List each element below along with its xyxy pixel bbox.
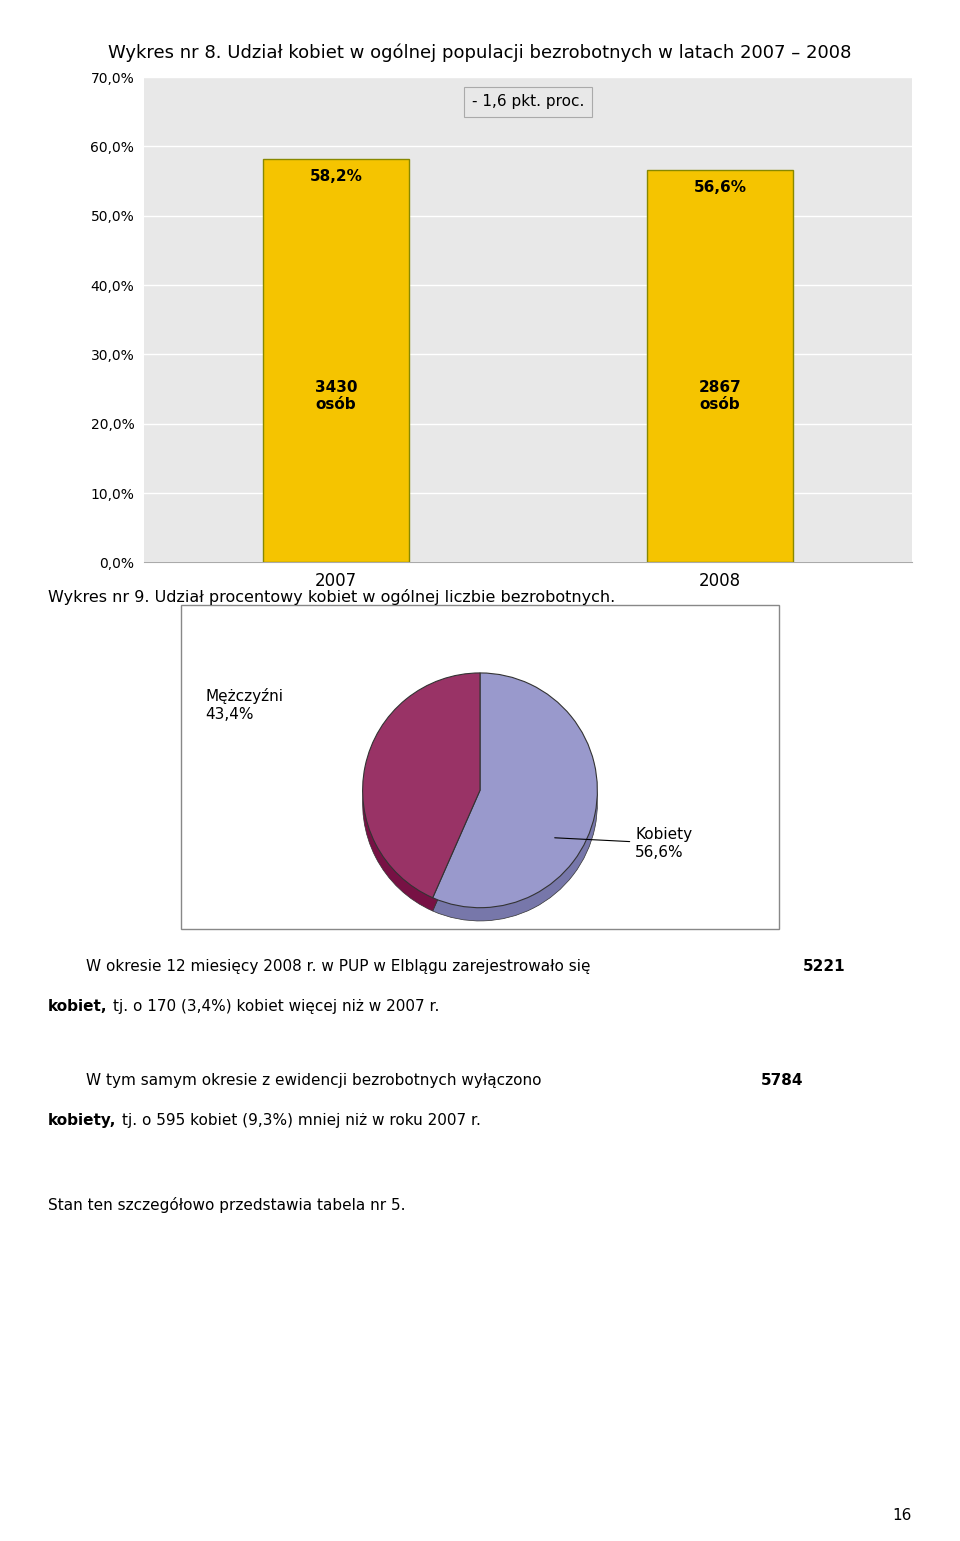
Text: kobiety,: kobiety, [48,1113,116,1128]
Text: tj. o 595 kobiet (9,3%) mniej niż w roku 2007 r.: tj. o 595 kobiet (9,3%) mniej niż w roku… [122,1113,481,1128]
Text: W tym samym okresie z ewidencji bezrobotnych wyłączono: W tym samym okresie z ewidencji bezrobot… [86,1073,547,1088]
Wedge shape [363,673,480,898]
Text: - 1,6 pkt. proc.: - 1,6 pkt. proc. [471,94,585,109]
Text: 5221: 5221 [803,959,845,974]
Text: 2867
osób: 2867 osób [699,379,741,413]
Text: 3430
osób: 3430 osób [315,379,357,413]
Text: Mężczyźni
43,4%: Mężczyźni 43,4% [205,689,283,721]
Text: kobiet,: kobiet, [48,999,108,1014]
Text: 16: 16 [893,1507,912,1523]
Text: 56,6%: 56,6% [693,180,747,196]
Wedge shape [433,673,597,908]
Text: Kobiety
56,6%: Kobiety 56,6% [555,828,692,860]
Text: 5784: 5784 [761,1073,804,1088]
Text: tj. o 170 (3,4%) kobiet więcej niż w 2007 r.: tj. o 170 (3,4%) kobiet więcej niż w 200… [113,999,440,1014]
Text: Wykres nr 9. Udział procentowy kobiet w ogólnej liczbie bezrobotnych.: Wykres nr 9. Udział procentowy kobiet w … [48,589,615,604]
Bar [647,170,793,562]
Text: W okresie 12 miesięcy 2008 r. w PUP w Elblągu zarejestrowało się: W okresie 12 miesięcy 2008 r. w PUP w El… [86,959,596,974]
Text: Stan ten szczegółowo przedstawia tabela nr 5.: Stan ten szczegółowo przedstawia tabela … [48,1197,405,1213]
Wedge shape [363,686,480,911]
Text: 58,2%: 58,2% [309,170,363,185]
Bar [263,159,409,562]
Wedge shape [433,686,597,922]
Text: Wykres nr 8. Udział kobiet w ogólnej populacji bezrobotnych w latach 2007 – 2008: Wykres nr 8. Udział kobiet w ogólnej pop… [108,43,852,62]
FancyBboxPatch shape [180,604,780,929]
